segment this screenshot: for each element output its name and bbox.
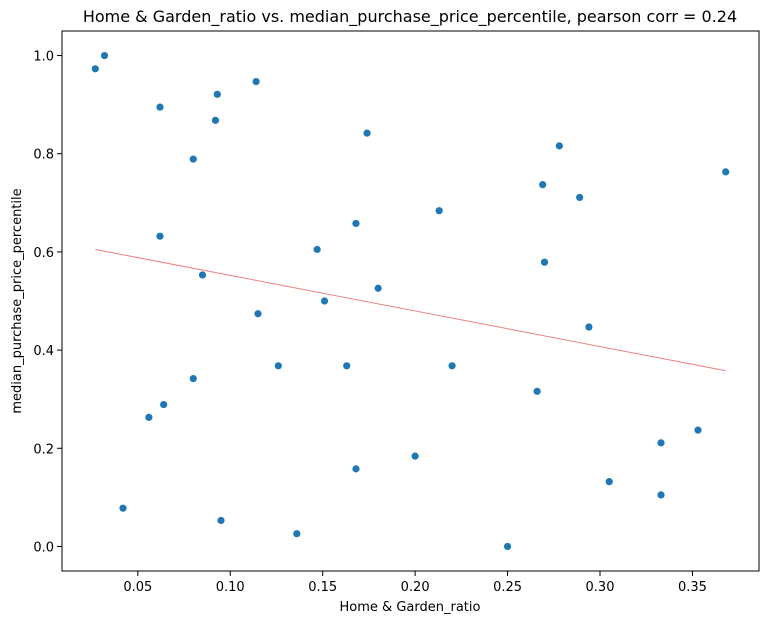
data-point: [503, 542, 512, 551]
y-tick-label: 0.6: [33, 246, 54, 261]
x-axis-label: Home & Garden_ratio: [340, 600, 481, 615]
data-point: [555, 142, 563, 150]
y-axis-label: median_purchase_price_percentile: [10, 188, 25, 413]
x-tick-label: 0.20: [401, 580, 430, 595]
trendline-layer: [95, 248, 726, 372]
data-point: [156, 232, 164, 240]
chart-title: Home & Garden_ratio vs. median_purchase_…: [83, 7, 737, 27]
data-point: [313, 245, 321, 254]
data-point: [211, 116, 220, 124]
plot-frame: [61, 30, 760, 572]
y-tick-label: 0.8: [33, 148, 54, 163]
x-tick-label: 0.05: [123, 580, 152, 595]
data-point: [91, 65, 99, 73]
data-point: [160, 400, 168, 409]
data-point: [435, 207, 443, 215]
x-tick-label: 0.15: [308, 580, 337, 595]
data-point: [217, 516, 225, 525]
data-point: [722, 168, 730, 176]
data-point: [694, 426, 702, 434]
y-tick-label: 0.0: [33, 540, 54, 555]
x-tick-label: 0.25: [493, 580, 522, 595]
data-point: [320, 297, 329, 305]
data-point: [274, 362, 282, 370]
data-point: [657, 491, 665, 499]
trendline: [95, 248, 726, 372]
y-tick-label: 0.2: [33, 442, 54, 457]
data-point: [156, 103, 164, 111]
data-point: [254, 310, 262, 318]
y-axis-ticks: 0.0 0.2 0.4 0.6 0.8 1.0: [33, 50, 62, 555]
data-point: [293, 530, 301, 538]
data-point: [657, 439, 665, 447]
data-point: [189, 374, 197, 383]
data-point: [576, 193, 584, 202]
data-point: [363, 129, 371, 137]
y-tick-label: 1.0: [33, 50, 54, 65]
data-point: [100, 51, 109, 60]
y-tick-label: 0.4: [33, 344, 54, 359]
x-tick-label: 0.30: [586, 580, 615, 595]
data-point: [539, 181, 547, 189]
data-point: [411, 452, 419, 460]
data-point: [189, 155, 197, 163]
data-point: [213, 90, 221, 98]
data-point: [540, 258, 549, 266]
data-point: [145, 413, 153, 421]
x-axis-ticks: 0.05 0.10 0.15 0.20 0.25 0.30 0.35: [123, 571, 707, 595]
data-point: [533, 387, 541, 395]
data-point: [448, 362, 456, 370]
data-point: [198, 271, 207, 279]
x-tick-label: 0.10: [216, 580, 245, 595]
data-point: [605, 478, 613, 486]
data-points-layer: [91, 51, 730, 551]
data-point: [352, 465, 360, 473]
data-point: [119, 504, 127, 512]
data-point: [374, 284, 382, 292]
data-point: [252, 77, 260, 86]
x-tick-label: 0.35: [678, 580, 707, 595]
data-point: [585, 323, 593, 331]
data-point: [343, 362, 351, 370]
data-point: [352, 219, 360, 228]
